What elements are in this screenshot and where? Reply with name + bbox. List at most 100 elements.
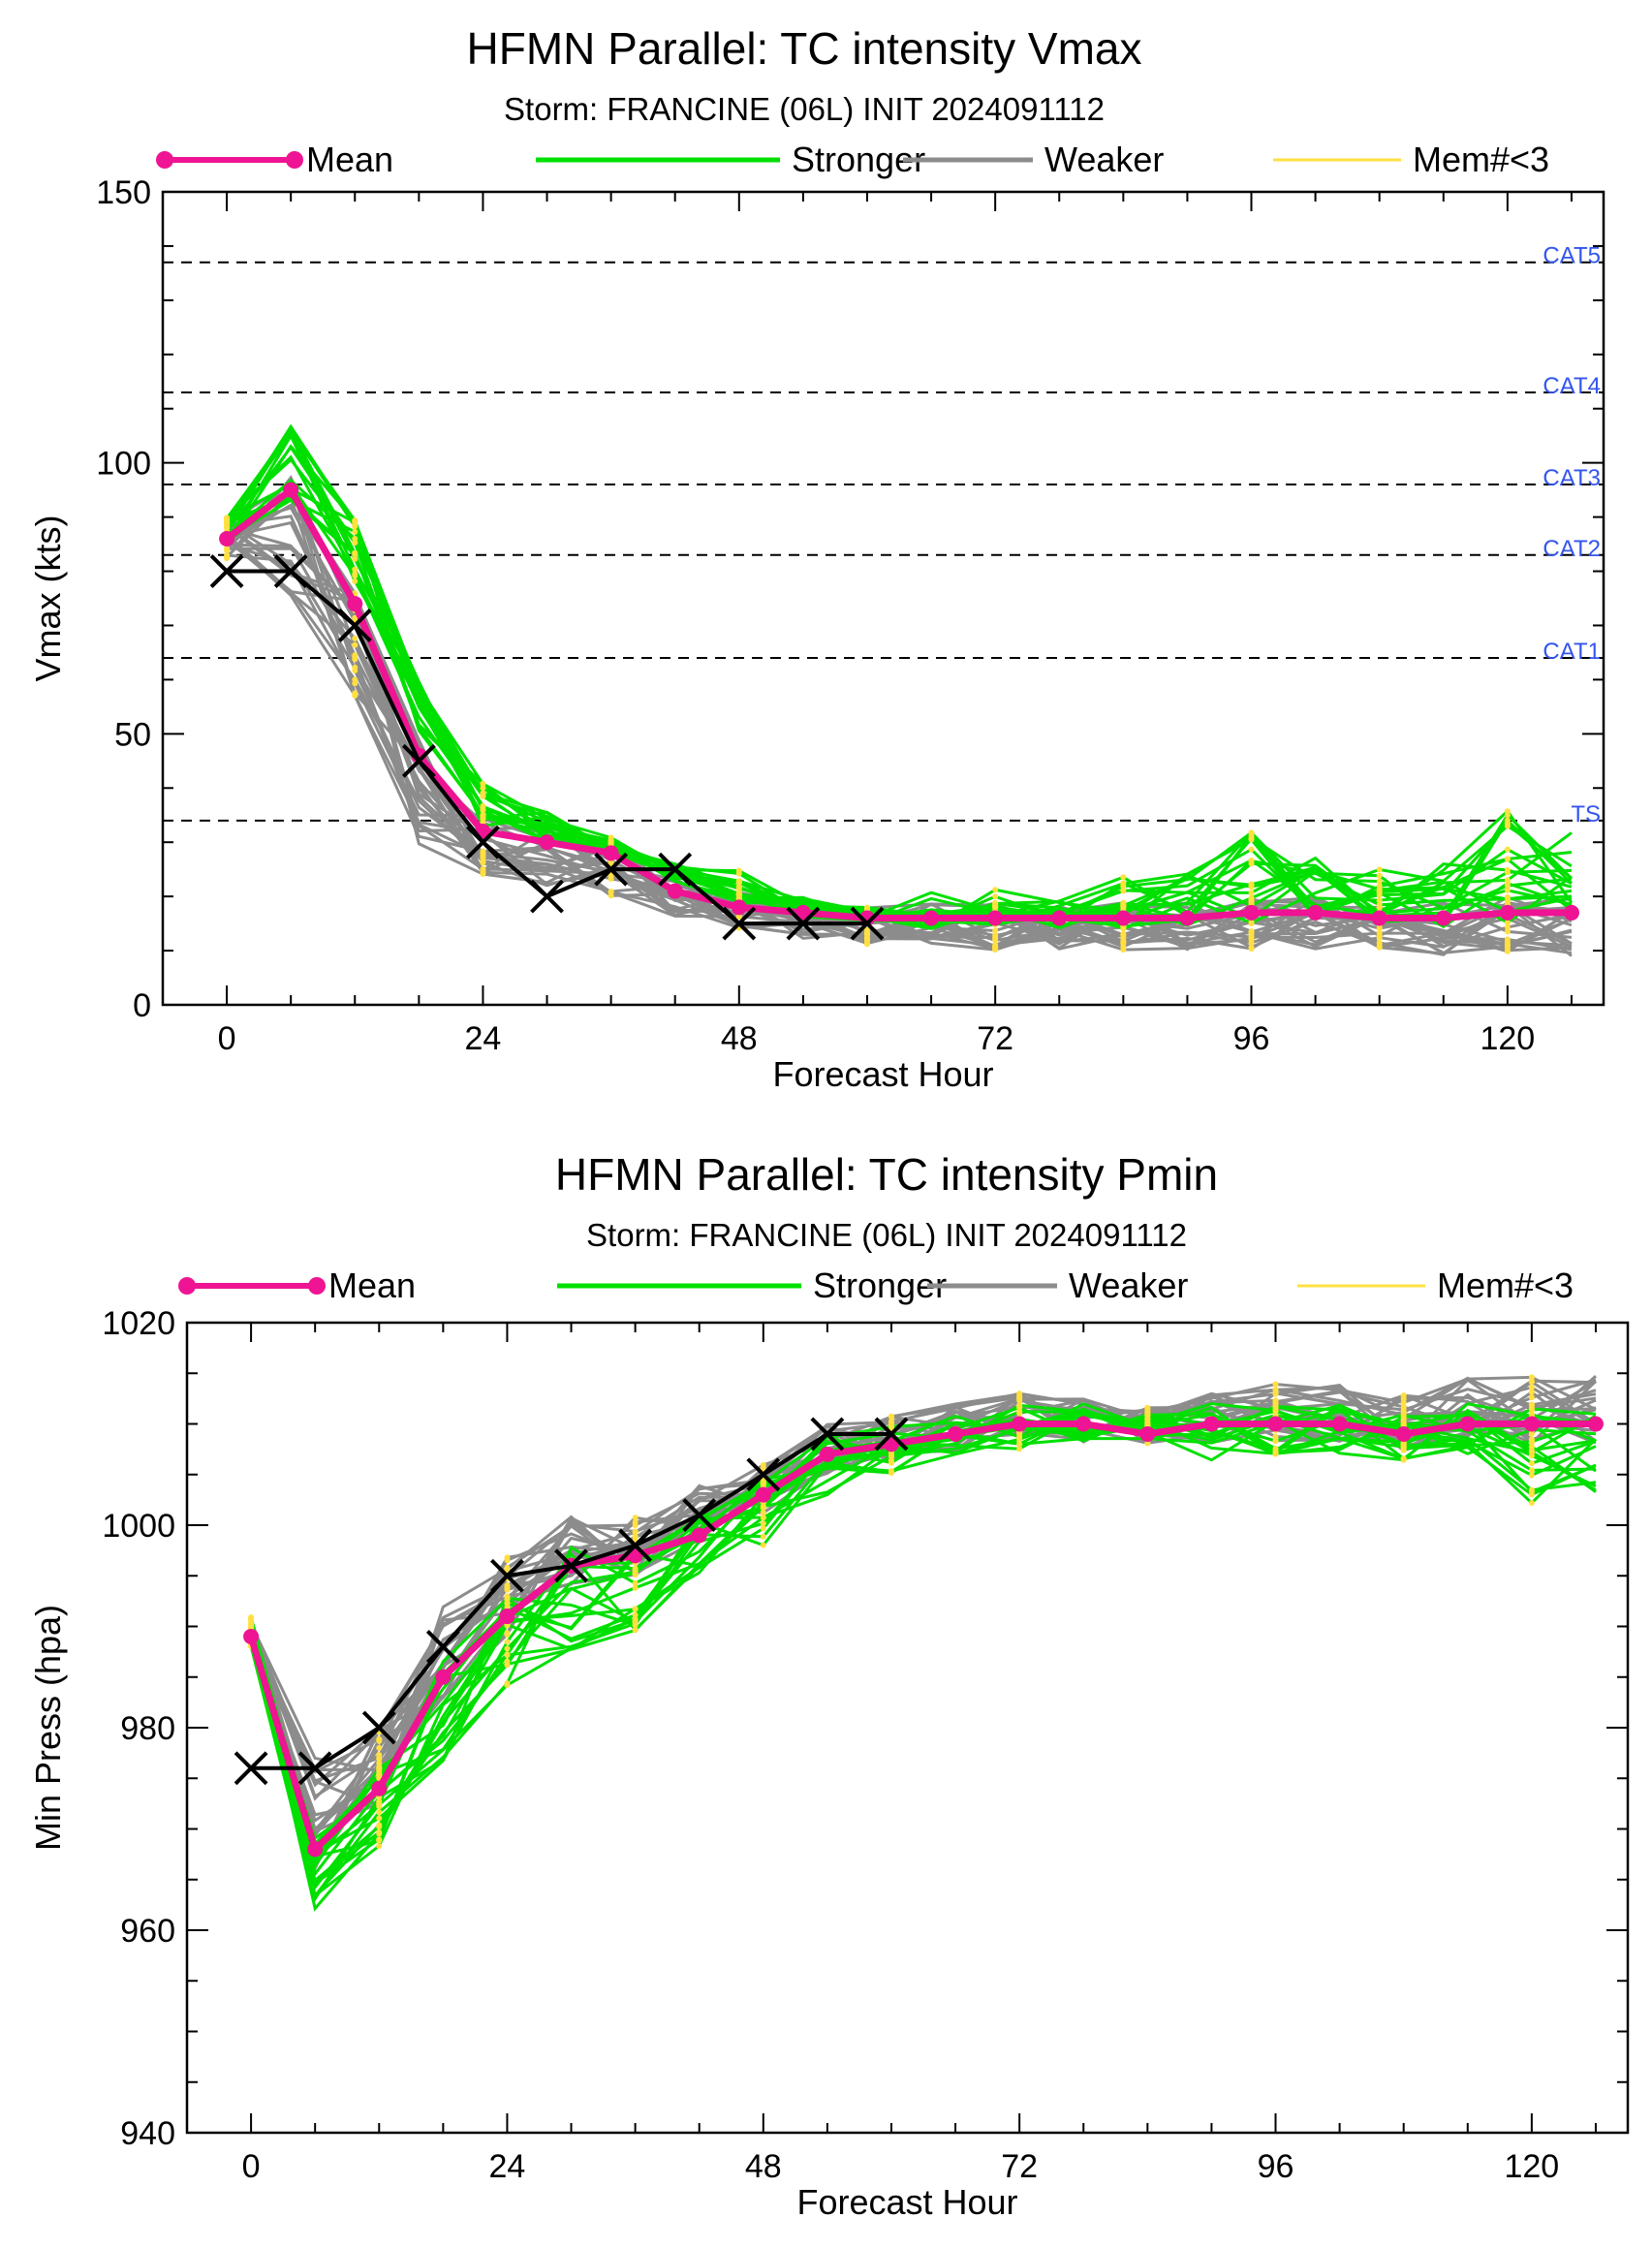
member-dot — [1272, 1403, 1279, 1410]
mean-point — [435, 1669, 452, 1685]
member-dot — [1376, 872, 1383, 879]
member-dot — [1376, 866, 1383, 873]
chart-subtitle: Storm: FRANCINE (06L) INIT 2024091112 — [586, 1217, 1187, 1253]
mean-point — [1051, 910, 1068, 926]
y-tick-label: 100 — [96, 446, 151, 483]
category-label-cat1: CAT1 — [1543, 639, 1601, 665]
member-dot — [888, 1452, 894, 1459]
member-dot — [632, 1620, 639, 1627]
mean-line — [247, 1421, 1596, 1856]
member-dot — [1504, 817, 1511, 824]
plot-area — [163, 261, 1604, 957]
plot-area — [234, 1374, 1604, 1912]
member-dot — [888, 1468, 894, 1475]
member-dot — [376, 1765, 383, 1771]
member-dot — [1504, 895, 1511, 902]
mean-point — [243, 1628, 260, 1644]
observed-point — [425, 1629, 460, 1664]
member-dot — [992, 927, 999, 934]
member-dot — [1272, 1438, 1279, 1445]
member-dot — [1016, 1394, 1023, 1401]
member-dot — [632, 1533, 639, 1540]
member-dot — [1528, 1467, 1535, 1474]
member-dot — [376, 1809, 383, 1816]
legend-label-1: Stronger — [813, 1265, 947, 1305]
member-dot — [480, 869, 486, 876]
member-dot — [1528, 1460, 1535, 1467]
member-dot — [1248, 829, 1255, 836]
member-dot — [504, 1652, 511, 1659]
observed-point — [273, 554, 308, 588]
pmin-chart: HFMN Parallel: TC intensity Pmin Storm: F… — [0, 1122, 1652, 2244]
stronger-member-13 — [249, 1405, 1597, 1859]
member-dot — [992, 943, 999, 950]
mean-point — [1075, 1416, 1092, 1432]
member-dot — [760, 1482, 766, 1488]
observed-point — [466, 825, 500, 859]
member-dot — [504, 1557, 511, 1564]
member-dot — [1248, 890, 1255, 896]
member-dot — [863, 929, 870, 936]
member-dot — [1504, 846, 1511, 853]
legend-label-0: Mean — [306, 140, 393, 179]
mean-point — [283, 482, 299, 498]
member-dot — [992, 893, 999, 900]
member-dot — [1248, 881, 1255, 888]
member-dot — [224, 547, 231, 554]
member-dot — [1504, 887, 1511, 893]
member-dot — [1400, 1442, 1407, 1449]
member-dot — [1528, 1491, 1535, 1498]
vmax-chart: HFMN Parallel: TC intensity Vmax Storm: F… — [0, 0, 1652, 1122]
member-dot — [504, 1639, 511, 1645]
member-dot — [760, 1510, 766, 1516]
observed-point — [401, 743, 436, 778]
stronger-member-14 — [226, 454, 1573, 930]
category-label-cat3: CAT3 — [1543, 465, 1601, 491]
member-dot — [632, 1528, 639, 1535]
member-dot — [735, 885, 742, 891]
member-dot — [888, 1418, 894, 1424]
x-tick-label: 24 — [465, 1020, 502, 1057]
member-dot — [224, 517, 231, 524]
member-dot — [352, 680, 358, 687]
x-tick-label: 120 — [1504, 2148, 1559, 2185]
member-dot — [352, 692, 358, 699]
member-dot — [735, 867, 742, 874]
member-dot — [1248, 846, 1255, 853]
legend-label-3: Mem#<3 — [1437, 1265, 1574, 1305]
member-dot — [632, 1522, 639, 1529]
mean-point — [948, 1425, 964, 1442]
member-dot — [376, 1801, 383, 1808]
y-tick-label: 150 — [96, 174, 151, 211]
x-axis: 0 24 48 72 96 120 — [242, 1323, 1597, 2185]
member-dot — [1400, 1392, 1407, 1399]
member-dot — [1376, 925, 1383, 932]
stronger-member-17 — [226, 478, 1574, 923]
stronger-member-9 — [225, 432, 1573, 929]
member-dot — [1528, 1430, 1535, 1437]
member-dot — [1272, 1407, 1279, 1414]
legend-marker-end — [308, 1277, 326, 1295]
x-tick-label: 72 — [977, 1020, 1013, 1057]
y-tick-label: 1000 — [102, 1508, 175, 1545]
member-dot — [352, 667, 358, 673]
ensemble-members — [224, 423, 1574, 957]
observed-point — [530, 879, 564, 914]
observed-point — [658, 852, 693, 887]
member-dot — [1144, 1416, 1151, 1422]
member-dot — [1272, 1398, 1279, 1405]
category-label-cat4: CAT4 — [1543, 373, 1601, 399]
stronger-member-1 — [249, 1418, 1597, 1841]
mean-point — [1331, 1416, 1348, 1432]
member-dot — [248, 1623, 255, 1630]
member-dot — [1376, 886, 1383, 892]
mean-point — [755, 1486, 771, 1503]
observed-point — [297, 1751, 332, 1786]
observed-point — [490, 1558, 524, 1593]
observed-point — [746, 1457, 781, 1492]
observed-point — [337, 609, 372, 642]
stronger-member-6 — [226, 457, 1573, 931]
y-axis: 0 50 100 150 — [96, 174, 1604, 1024]
mean-point — [1499, 904, 1515, 921]
stronger-member-15 — [225, 423, 1573, 928]
